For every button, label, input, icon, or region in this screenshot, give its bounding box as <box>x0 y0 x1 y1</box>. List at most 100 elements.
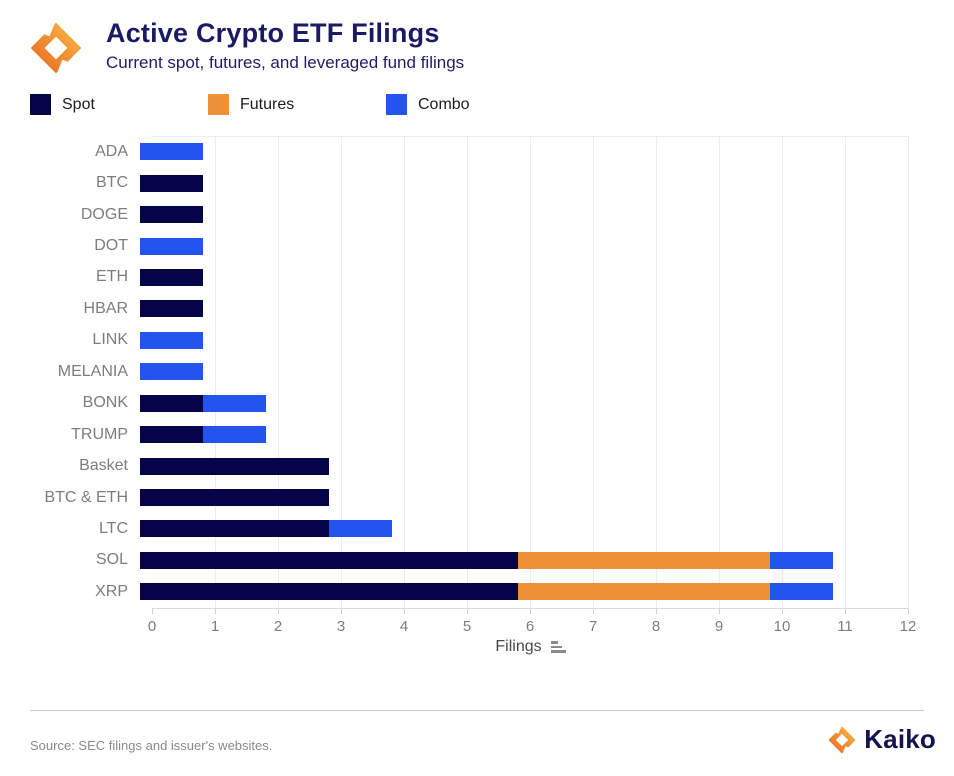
bar-row: LTC <box>0 513 954 544</box>
bar-segment-combo <box>203 426 266 444</box>
x-axis-label-row: Filings <box>152 636 909 658</box>
chart-title: Active Crypto ETF Filings <box>106 18 440 48</box>
bar-row: SOL <box>0 545 954 576</box>
bar-chart: ADA BTC DOGE DOT ETH HBAR LINK MELANIA BONK TRUMP… <box>0 136 954 608</box>
plot-gridline <box>341 137 342 608</box>
title-block: Active Crypto ETF Filings Current spot, … <box>106 18 464 73</box>
x-axis-tick-label: 5 <box>462 618 472 635</box>
x-axis-tick <box>341 609 342 614</box>
source-note: Source: SEC filings and issuer's website… <box>30 738 273 753</box>
plot-gridline <box>719 137 720 608</box>
plot-gridline <box>467 137 468 608</box>
kaiko-logo-icon <box>30 20 82 76</box>
x-axis-label: Filings <box>495 638 542 655</box>
bar-row: BTC <box>0 167 954 198</box>
x-axis-tick <box>845 609 846 614</box>
x-axis-tick-label: 6 <box>525 618 535 635</box>
footer-divider <box>30 710 924 711</box>
category-label: BTC <box>96 174 128 192</box>
category-label: BTC & ETH <box>44 488 128 506</box>
bar-track <box>140 331 897 349</box>
bar-row: TRUMP <box>0 419 954 450</box>
bar-row: BTC & ETH <box>0 482 954 513</box>
bar-segment-combo <box>140 331 203 349</box>
sort-icon[interactable] <box>550 641 566 653</box>
bar-track <box>140 426 897 444</box>
legend-item: Combo <box>386 94 564 115</box>
x-axis-tick-label: 12 <box>899 618 917 635</box>
bar-track <box>140 174 897 192</box>
bar-segment-combo <box>203 394 266 412</box>
bar-segment-spot <box>140 206 203 224</box>
legend-item-label: Spot <box>62 95 95 113</box>
category-label: DOGE <box>80 205 128 223</box>
plot-gridline <box>782 137 783 608</box>
plot-gridline <box>845 137 846 608</box>
legend-swatch <box>208 94 229 115</box>
bar-row: LINK <box>0 325 954 356</box>
x-axis-tick-label: 10 <box>773 618 791 635</box>
bar-segment-spot <box>140 300 203 318</box>
bar-segment-combo <box>329 520 392 538</box>
x-axis-tick-label: 9 <box>714 618 724 635</box>
bar-track <box>140 457 897 475</box>
category-label: TRUMP <box>71 425 128 443</box>
category-label: LTC <box>98 519 128 537</box>
x-axis-tick <box>404 609 405 614</box>
x-axis-tick <box>278 609 279 614</box>
category-label: BONK <box>82 394 128 412</box>
bar-row: HBAR <box>0 293 954 324</box>
plot-gridline <box>593 137 594 608</box>
x-axis-tick-label: 0 <box>147 618 157 635</box>
header: Active Crypto ETF Filings Current spot, … <box>28 18 464 76</box>
kaiko-brand: Kaiko <box>827 724 936 755</box>
bar-segment-spot <box>140 457 329 475</box>
x-axis-tick-label: 7 <box>588 618 598 635</box>
legend-item: Spot <box>30 94 208 115</box>
category-label: LINK <box>92 331 128 349</box>
x-axis-tick <box>152 609 153 614</box>
bar-segment-combo <box>770 551 833 569</box>
bar-segment-combo <box>140 143 203 161</box>
x-axis-tick-label: 11 <box>837 618 853 635</box>
category-label: MELANIA <box>57 362 128 380</box>
x-axis-tick-label: 3 <box>336 618 346 635</box>
plot-gridline <box>215 137 216 608</box>
bar-row: DOGE <box>0 199 954 230</box>
plot-gridline <box>278 137 279 608</box>
category-label: HBAR <box>83 299 128 317</box>
bar-row: ADA <box>0 136 954 167</box>
chart-subtitle: Current spot, futures, and leveraged fun… <box>106 53 465 72</box>
bar-segment-combo <box>140 237 203 255</box>
bar-segment-futures <box>518 583 770 601</box>
bar-track <box>140 520 897 538</box>
bar-track <box>140 363 897 381</box>
category-label: ADA <box>95 142 128 160</box>
bar-row: ETH <box>0 262 954 293</box>
bar-row: XRP <box>0 576 954 607</box>
bar-segment-combo <box>140 363 203 381</box>
legend-item-label: Futures <box>240 95 295 113</box>
bar-segment-spot <box>140 520 329 538</box>
x-axis-tick <box>782 609 783 614</box>
x-axis-tick-label: 2 <box>273 618 283 635</box>
bar-track <box>140 394 897 412</box>
plot-gridline <box>530 137 531 608</box>
bar-track <box>140 489 897 507</box>
x-axis-tick <box>656 609 657 614</box>
bar-segment-spot <box>140 551 518 569</box>
legend-item-label: Combo <box>418 95 470 113</box>
kaiko-brand-icon <box>828 724 856 755</box>
bar-segment-spot <box>140 489 329 507</box>
bar-track <box>140 268 897 286</box>
bar-track <box>140 551 897 569</box>
bar-track <box>140 143 897 161</box>
bar-track <box>140 237 897 255</box>
x-axis: 0 1 2 3 4 5 6 7 8 9 10 11 12 <box>148 608 916 638</box>
x-axis-tick <box>215 609 216 614</box>
legend: Spot Futures Combo <box>30 94 564 115</box>
plot-gridline <box>404 137 405 608</box>
x-axis-tick <box>530 609 531 614</box>
category-label: SOL <box>95 551 128 569</box>
